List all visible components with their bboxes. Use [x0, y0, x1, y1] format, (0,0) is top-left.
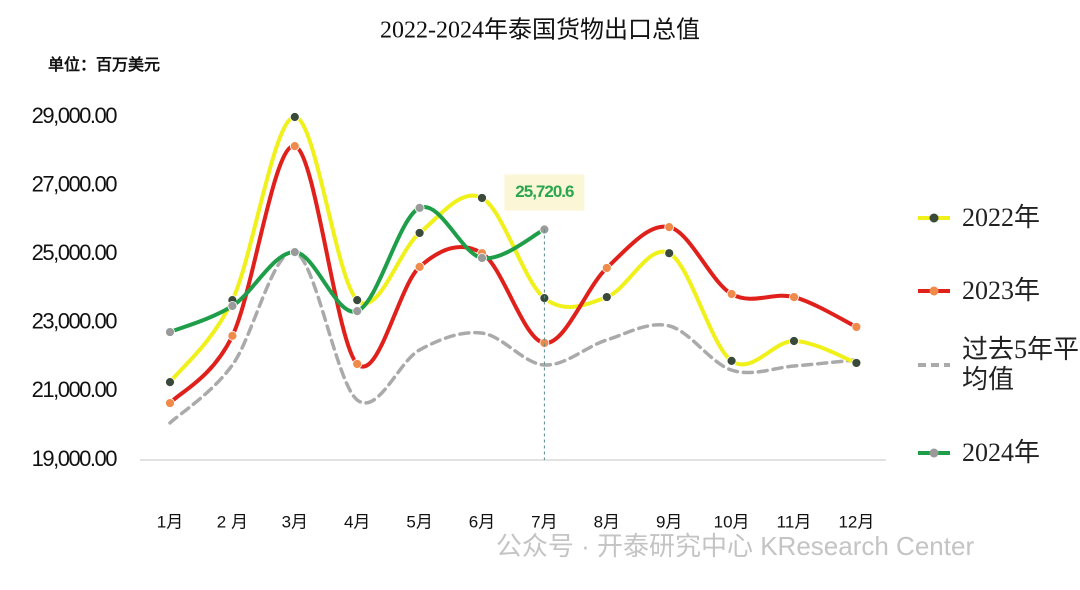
marker: [414, 261, 425, 272]
series-line: [168, 250, 859, 425]
marker: [352, 306, 363, 317]
legend-label: 过去5年平均值: [962, 335, 1080, 394]
y-tick-label: 25,000.00: [32, 240, 118, 265]
x-tick-label: 2 月: [217, 512, 248, 531]
x-tick-label: 5月: [406, 512, 432, 531]
marker: [664, 248, 675, 259]
marker: [414, 228, 425, 238]
chart-title: 2022-2024年泰国货物出口总值: [380, 17, 700, 44]
x-tick-label: 8月: [594, 512, 620, 531]
y-tick-label: 21,000.00: [32, 377, 118, 402]
y-tick-label: 29,000.00: [32, 103, 118, 128]
legend-marker: [929, 448, 939, 458]
x-tick-label: 6月: [469, 512, 495, 531]
label-box: [504, 174, 585, 211]
marker: [289, 141, 300, 152]
marker: [851, 322, 862, 332]
marker: [726, 355, 737, 366]
marker: [664, 222, 675, 233]
marker: [789, 336, 799, 346]
legend-label: 2023年: [962, 276, 1041, 305]
marker: [601, 292, 612, 302]
marker: [477, 253, 487, 263]
data-label: 25,720.6: [515, 182, 574, 201]
legend-label: 2022年: [962, 203, 1041, 232]
legend-marker: [929, 213, 939, 223]
x-tick-label: 11月: [777, 512, 812, 531]
marker: [165, 327, 175, 337]
x-tick-label: 12月: [838, 512, 874, 531]
unit-label: 单位：百万美元: [48, 55, 160, 74]
x-tick-label: 9月: [656, 512, 682, 531]
x-tick-label: 3月: [282, 512, 308, 531]
y-tick-label: 27,000.00: [32, 171, 118, 196]
marker: [227, 301, 238, 311]
marker: [289, 247, 300, 258]
y-tick-label: 23,000.00: [32, 309, 118, 334]
marker: [789, 292, 799, 302]
marker: [227, 330, 238, 341]
y-tick-label: 19,000.00: [32, 446, 118, 471]
x-tick-label: 10月: [714, 512, 750, 531]
marker: [477, 193, 487, 203]
x-tick-label: 7月: [531, 512, 557, 531]
marker: [352, 295, 363, 306]
marker: [851, 358, 862, 368]
x-tick-label: 1月: [157, 512, 183, 531]
marker: [165, 398, 175, 408]
legend-marker: [929, 286, 939, 296]
marker: [165, 377, 175, 388]
marker: [289, 112, 300, 122]
watermark: 公众号 · 开泰研究中心 KResearch Center: [496, 531, 975, 561]
marker: [352, 359, 363, 369]
x-tick-label: 4月: [344, 512, 370, 531]
marker: [726, 289, 737, 299]
marker: [601, 263, 612, 273]
legend-label: 2024年: [962, 438, 1041, 467]
marker: [414, 202, 425, 213]
